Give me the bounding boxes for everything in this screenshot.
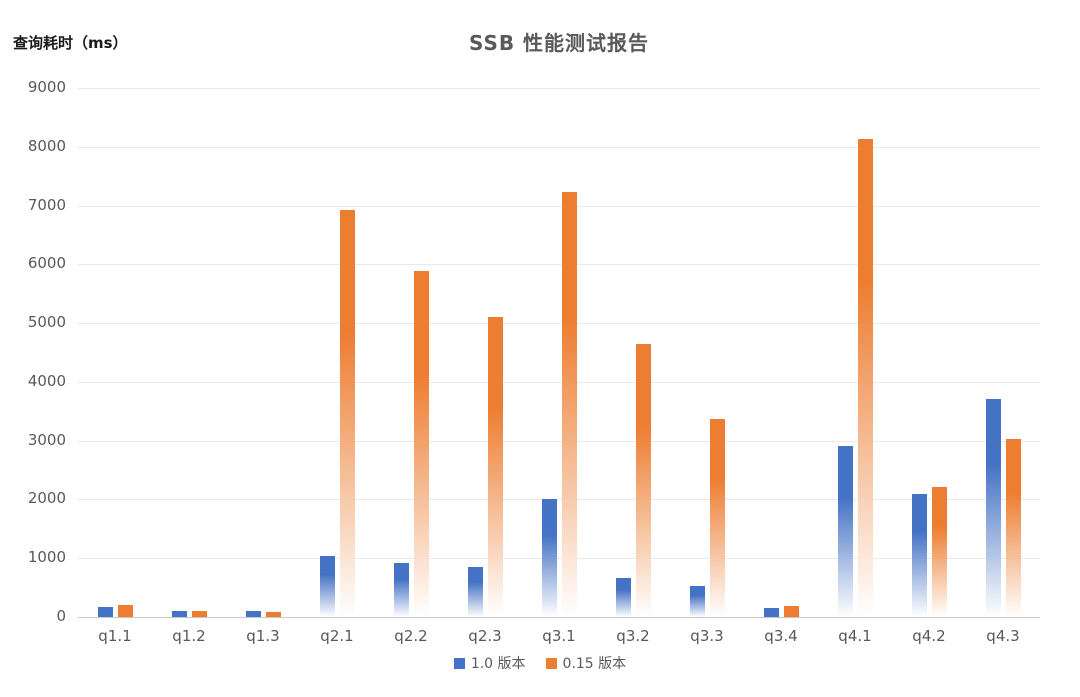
bar-q3.2-1.0 版本 [615, 578, 631, 617]
y-tick-label-5000: 5000 [27, 313, 66, 332]
legend-entry-0.15 版本: 0.15 版本 [545, 653, 627, 673]
bar-group-q4.3 [966, 88, 1040, 617]
legend: 1.0 版本 0.15 版本 [0, 653, 1080, 673]
bar-group-q2.2 [374, 88, 448, 617]
y-axis-title: 查询耗时（ms） [13, 34, 128, 52]
bar-q1.3-1.0 版本 [245, 611, 261, 617]
legend-entry-1.0 版本: 1.0 版本 [453, 653, 526, 673]
bar-q4.3-1.0 版本 [985, 399, 1001, 617]
x-axis-tick-labels: q1.1 q1.2 q1.3 q2.1 q2.2 q2.3 q3.1 q3.2 q3.3 q3.4… [78, 627, 1040, 645]
gridline-7000 [78, 205, 1040, 207]
y-tick-label-8000: 8000 [27, 136, 66, 155]
bar-group-q2.3 [448, 88, 522, 617]
gridline-5000 [78, 323, 1040, 325]
x-tick-label-q4.3: q4.3 [986, 627, 1020, 645]
bar-group-q3.4 [744, 88, 818, 617]
y-tick-label-2000: 2000 [27, 489, 66, 508]
x-tick-label-q4.1: q4.1 [838, 627, 872, 645]
gridline-9000 [78, 88, 1040, 89]
x-axis-line [78, 617, 1040, 618]
bar-q4.2-0.15 版本 [931, 487, 947, 617]
bar-q2.2-1.0 版本 [393, 563, 409, 617]
bar-q3.4-1.0 版本 [763, 608, 779, 617]
chart-title: SSB 性能测试报告 [468, 31, 650, 55]
bar-q3.3-0.15 版本 [709, 419, 725, 617]
x-tick-label-q1.2: q1.2 [172, 627, 206, 645]
legend-swatch-icon [545, 657, 557, 669]
bar-q4.3-0.15 版本 [1005, 439, 1021, 617]
x-tick-label-q4.2: q4.2 [912, 627, 946, 645]
bar-q1.1-1.0 版本 [97, 607, 113, 617]
x-tick-label-q3.3: q3.3 [690, 627, 724, 645]
gridline-1000 [78, 558, 1040, 560]
x-tick-label-q2.3: q2.3 [468, 627, 502, 645]
bar-q3.4-0.15 版本 [783, 606, 799, 617]
y-tick-label-3000: 3000 [27, 430, 66, 449]
gridline-8000 [78, 146, 1040, 148]
gridline-2000 [78, 499, 1040, 501]
y-tick-label-9000: 9000 [27, 78, 66, 96]
bar-q2.1-1.0 版本 [319, 556, 335, 617]
y-tick-label-1000: 1000 [27, 548, 66, 567]
x-tick-label-q1.3: q1.3 [246, 627, 280, 645]
x-tick-label-q3.1: q3.1 [542, 627, 576, 645]
bar-q4.2-1.0 版本 [911, 494, 927, 617]
bar-q3.3-1.0 版本 [689, 586, 705, 617]
bar-q1.3-0.15 版本 [265, 612, 281, 617]
x-tick-label-q3.2: q3.2 [616, 627, 650, 645]
bar-q2.3-0.15 版本 [487, 317, 503, 617]
bar-q4.1-0.15 版本 [857, 139, 873, 617]
bar-group-q1.2 [152, 88, 226, 617]
bar-groups [78, 88, 1040, 617]
bar-group-q3.3 [670, 88, 744, 617]
bar-q3.2-0.15 版本 [635, 344, 651, 617]
bar-q2.1-0.15 版本 [339, 210, 355, 617]
bar-group-q4.1 [818, 88, 892, 617]
bar-group-q1.3 [226, 88, 300, 617]
bar-q4.1-1.0 版本 [837, 446, 853, 617]
bar-q3.1-0.15 版本 [561, 192, 577, 617]
bar-q1.2-0.15 版本 [191, 611, 207, 617]
y-tick-label-7000: 7000 [27, 195, 66, 214]
bar-q3.1-1.0 版本 [541, 499, 557, 617]
x-tick-label-q1.1: q1.1 [98, 627, 132, 645]
legend-label: 1.0 版本 [470, 656, 526, 672]
x-tick-label-q2.1: q2.1 [320, 627, 354, 645]
gridline-3000 [78, 440, 1040, 442]
x-tick-label-q3.4: q3.4 [764, 627, 798, 645]
x-tick-label-q2.2: q2.2 [394, 627, 428, 645]
bar-group-q4.2 [892, 88, 966, 617]
bar-group-q3.1 [522, 88, 596, 617]
bar-q2.3-1.0 版本 [467, 567, 483, 617]
y-tick-label-0: 0 [56, 607, 66, 625]
y-tick-label-4000: 4000 [27, 371, 66, 390]
plot-area [78, 88, 1040, 618]
bar-group-q3.2 [596, 88, 670, 617]
y-tick-label-6000: 6000 [27, 254, 66, 273]
gridline-4000 [78, 381, 1040, 383]
bar-group-q1.1 [78, 88, 152, 617]
legend-swatch-icon [453, 657, 465, 669]
bar-q2.2-0.15 版本 [413, 271, 429, 617]
gridline-6000 [78, 264, 1040, 266]
legend-label: 0.15 版本 [562, 656, 627, 672]
bar-group-q2.1 [300, 88, 374, 617]
bar-q1.1-0.15 版本 [117, 605, 133, 617]
bar-q1.2-1.0 版本 [171, 611, 187, 617]
